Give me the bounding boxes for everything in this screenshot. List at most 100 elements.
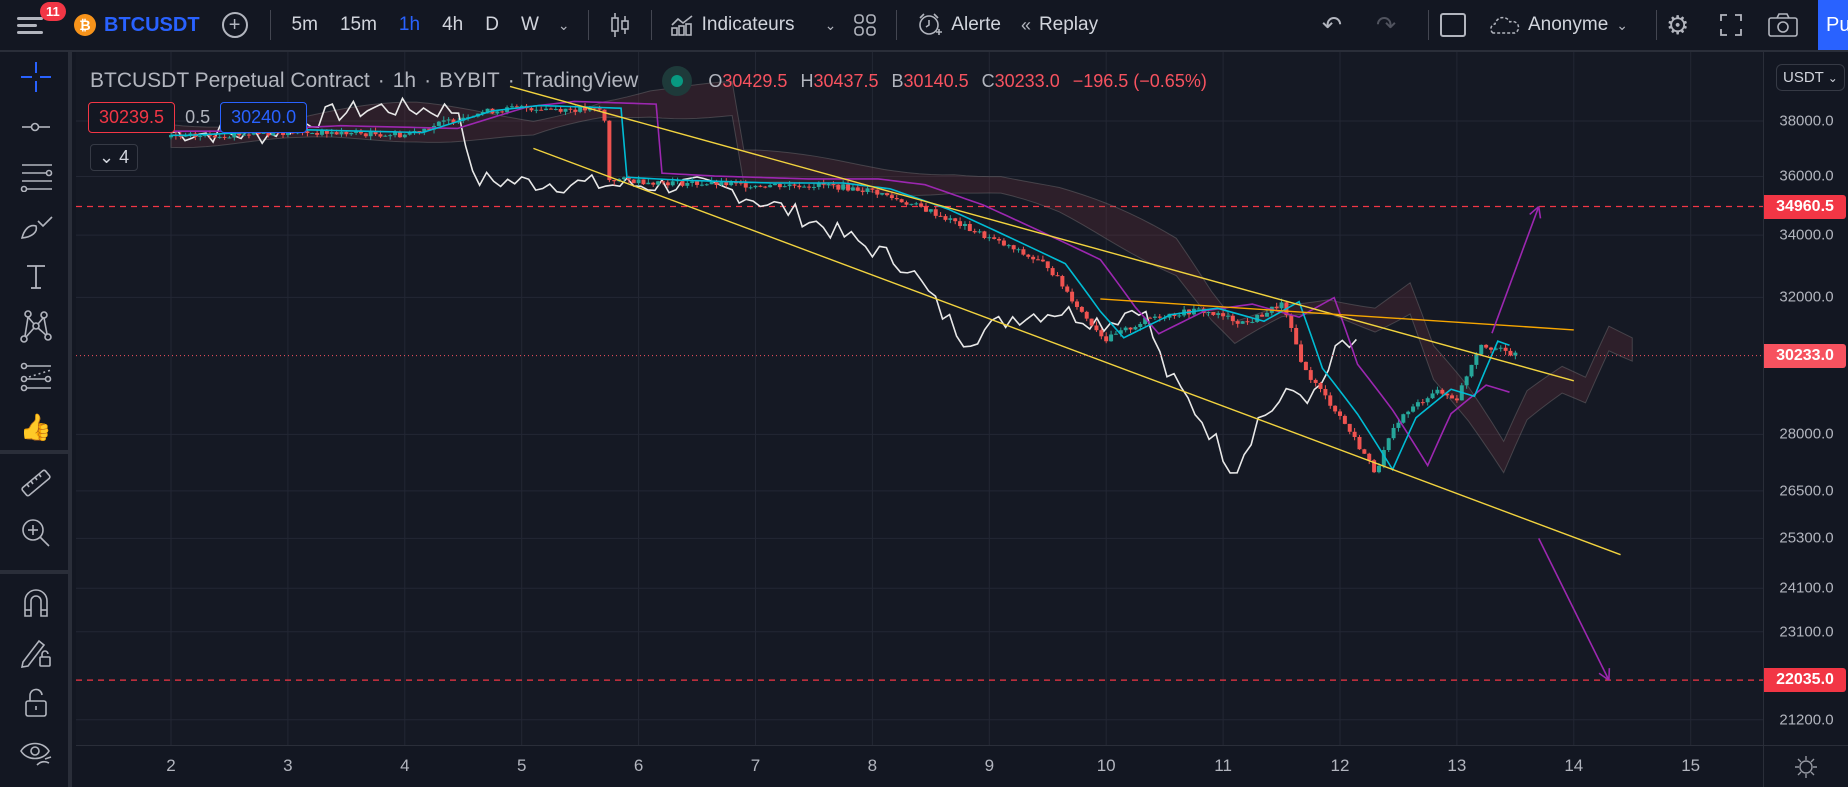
time-label: 10 bbox=[1096, 756, 1116, 775]
time-label: 11 bbox=[1214, 756, 1232, 775]
symbol-description[interactable]: BTCUSDT Perpetual Contract bbox=[90, 69, 370, 92]
fullscreen-toggle-button[interactable] bbox=[1440, 0, 1466, 51]
time-label: 12 bbox=[1330, 756, 1350, 775]
crosshair-tool[interactable] bbox=[0, 52, 72, 102]
chevron-down-icon: ⌄ bbox=[824, 16, 837, 33]
brush-tool[interactable] bbox=[0, 202, 72, 252]
chart-pane[interactable]: BTCUSDT Perpetual Contract · 1h · BYBIT … bbox=[76, 52, 1763, 745]
price-label: 28000.0 bbox=[1779, 425, 1834, 443]
alert-label: Alerte bbox=[951, 14, 1001, 35]
interval-5m[interactable]: 5m bbox=[291, 14, 318, 35]
indicators-dropdown-button[interactable]: ⌄ bbox=[817, 0, 845, 51]
price-axis[interactable]: USDT ⌄ 38000.0 36000.0 34000.0 32000.0 28000… bbox=[1763, 52, 1848, 745]
camera-icon bbox=[1768, 13, 1798, 37]
fullscreen-icon bbox=[1720, 14, 1742, 36]
square-icon bbox=[1440, 13, 1466, 37]
drawing-toolbar: 👍 bbox=[0, 52, 72, 787]
trading-panel: 30239.5 0.5 30240.0 bbox=[88, 102, 308, 133]
redo-icon: ↷ bbox=[1376, 11, 1397, 39]
price-tag: 22035.0 bbox=[1764, 668, 1846, 693]
indicators-collapse-button[interactable]: ⌄ 4 bbox=[90, 144, 139, 171]
price-chart-canvas[interactable] bbox=[76, 52, 1763, 745]
legend-exchange: BYBIT bbox=[439, 69, 500, 92]
interval-dropdown-button[interactable]: ⌄ bbox=[550, 0, 578, 51]
legend-interval: 1h bbox=[392, 69, 417, 92]
trendline-tool[interactable] bbox=[0, 102, 72, 152]
time-label: 4 bbox=[400, 756, 410, 775]
notification-badge: 11 bbox=[40, 2, 66, 21]
alert-button[interactable]: Alerte bbox=[907, 0, 1011, 51]
text-icon bbox=[27, 265, 45, 289]
time-label: 8 bbox=[867, 756, 878, 775]
spread-value: 0.5 bbox=[185, 107, 211, 127]
text-tool[interactable] bbox=[0, 252, 72, 302]
sell-button[interactable]: 30239.5 bbox=[88, 102, 176, 133]
indicators-icon bbox=[670, 15, 693, 36]
pitchfork-icon bbox=[20, 164, 53, 192]
zoom-in-tool[interactable] bbox=[0, 508, 72, 558]
plus-circle-icon: + bbox=[221, 12, 248, 38]
main-menu-button[interactable]: 11 bbox=[0, 0, 66, 51]
price-label: 26500.0 bbox=[1779, 482, 1834, 500]
hide-drawings-button[interactable] bbox=[0, 728, 72, 778]
fullscreen-button[interactable] bbox=[1720, 0, 1742, 51]
ohlc-values: O30429.5 H30437.5 B30140.5 C30233.0 −196… bbox=[708, 70, 1207, 91]
magnet-button[interactable] bbox=[0, 578, 72, 628]
time-label: 13 bbox=[1447, 756, 1467, 775]
thumbs-up-icon: 👍 bbox=[19, 411, 53, 442]
market-open-icon bbox=[671, 75, 684, 87]
undo-button[interactable]: ↶ bbox=[1322, 0, 1342, 51]
interval-1h[interactable]: 1h bbox=[398, 14, 421, 35]
lock-drawings-button[interactable] bbox=[0, 678, 72, 728]
time-axis[interactable]: 2 3 4 5 6 7 8 9 10 11 12 13 14 15 bbox=[76, 745, 1763, 787]
symbol-label: BTCUSDT bbox=[104, 13, 200, 36]
interval-15m[interactable]: 15m bbox=[339, 14, 377, 35]
interval-4h[interactable]: 4h bbox=[442, 14, 464, 35]
gear-icon: ⚙ bbox=[1666, 9, 1690, 40]
forecast-tool[interactable] bbox=[0, 352, 72, 402]
compare-symbol-button[interactable]: + bbox=[200, 0, 248, 51]
chevron-down-icon: ⌄ bbox=[99, 147, 115, 167]
stay-in-drawing-mode-button[interactable] bbox=[0, 628, 72, 678]
redo-button[interactable]: ↷ bbox=[1376, 0, 1396, 51]
interval-D[interactable]: D bbox=[485, 14, 499, 35]
symbol-search-button[interactable]: ₿ BTCUSDT bbox=[74, 0, 200, 51]
indicators-button[interactable]: Indicateurs bbox=[662, 0, 803, 51]
axis-settings-button[interactable] bbox=[1763, 745, 1848, 787]
time-label: 3 bbox=[283, 756, 293, 775]
ruler-icon bbox=[21, 469, 51, 497]
pattern-tool[interactable] bbox=[0, 302, 72, 352]
forecast-icon bbox=[20, 362, 52, 392]
zoom-in-icon bbox=[22, 519, 50, 547]
market-status-indicator[interactable] bbox=[662, 66, 693, 96]
cloud-icon bbox=[1490, 16, 1520, 34]
fib-tool[interactable] bbox=[0, 152, 72, 202]
low-value: 30140.5 bbox=[903, 70, 969, 91]
price-label: 32000.0 bbox=[1779, 288, 1834, 306]
layouts-button[interactable] bbox=[844, 0, 886, 51]
grid-layout-icon bbox=[854, 14, 877, 36]
chevron-down-icon: ⌄ bbox=[557, 16, 570, 33]
layout-name-button[interactable]: Anonyme ⌄ bbox=[1488, 0, 1636, 51]
publish-button[interactable]: Pu bbox=[1818, 0, 1848, 50]
replay-button[interactable]: « Replay bbox=[1011, 0, 1108, 51]
bitcoin-icon: ₿ bbox=[74, 14, 96, 36]
chart-type-button[interactable] bbox=[599, 0, 641, 51]
settings-button[interactable]: ⚙ bbox=[1666, 0, 1689, 51]
time-label: 7 bbox=[750, 756, 761, 775]
currency-selector[interactable]: USDT ⌄ bbox=[1776, 64, 1845, 91]
interval-W[interactable]: W bbox=[520, 14, 539, 35]
measure-tool[interactable] bbox=[0, 458, 72, 508]
unlock-icon bbox=[25, 688, 47, 717]
icons-tool[interactable]: 👍 bbox=[0, 402, 72, 452]
replay-label: Replay bbox=[1038, 14, 1099, 35]
rewind-icon: « bbox=[1020, 14, 1031, 35]
price-label: 38000.0 bbox=[1779, 112, 1834, 130]
buy-button[interactable]: 30240.0 bbox=[220, 102, 308, 133]
snapshot-button[interactable] bbox=[1768, 0, 1798, 51]
change-value: −196.5 (−0.65%) bbox=[1072, 70, 1207, 91]
time-label: 15 bbox=[1681, 756, 1701, 775]
top-toolbar: 11 ₿ BTCUSDT + 5m 15m 1h 4h D W ⌄ Indicateurs… bbox=[0, 0, 1848, 52]
price-label: 24100.0 bbox=[1779, 579, 1834, 597]
currency-label: USDT bbox=[1783, 69, 1824, 86]
